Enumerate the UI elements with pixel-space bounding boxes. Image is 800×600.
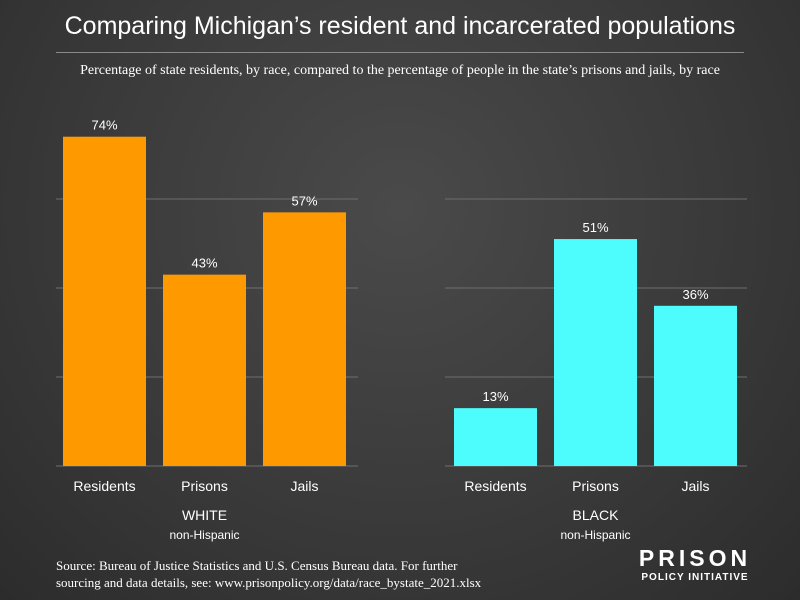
bar-black-jails xyxy=(654,305,737,466)
source-line-2: sourcing and data details, see: www.pris… xyxy=(56,575,482,590)
bar-black-prisons xyxy=(554,239,637,466)
bar-white-jails xyxy=(263,212,346,466)
value-label-black-jails: 36% xyxy=(682,287,708,302)
group-sublabel-black: non-Hispanic xyxy=(560,528,630,542)
value-label-white-residents: 74% xyxy=(91,118,117,133)
value-label-black-prisons: 51% xyxy=(582,220,608,235)
source-line-1: Source: Bureau of Justice Statistics and… xyxy=(56,558,458,573)
title-divider xyxy=(56,52,744,53)
group-sublabel-white: non-Hispanic xyxy=(169,528,239,542)
source-note: Source: Bureau of Justice Statistics and… xyxy=(56,557,616,591)
bar-black-residents xyxy=(454,408,537,466)
group-label-white: WHITE xyxy=(182,507,227,523)
category-label-white-jails: Jails xyxy=(290,478,318,494)
group-label-black: BLACK xyxy=(573,507,620,523)
bar-white-residents xyxy=(63,136,146,466)
chart-title: Comparing Michigan’s resident and incarc… xyxy=(64,12,736,40)
prison-policy-logo: PRISON POLICY INITIATIVE xyxy=(630,545,760,585)
category-label-black-residents: Residents xyxy=(464,478,526,494)
logo-main-text: PRISON xyxy=(638,545,752,571)
category-label-black-prisons: Prisons xyxy=(572,478,619,494)
value-label-white-jails: 57% xyxy=(291,193,317,208)
value-label-black-residents: 13% xyxy=(482,389,508,404)
category-label-black-jails: Jails xyxy=(681,478,709,494)
logo-sub-text: POLICY INITIATIVE xyxy=(641,572,749,583)
bar-white-prisons xyxy=(163,274,246,466)
category-label-white-prisons: Prisons xyxy=(181,478,228,494)
value-label-white-prisons: 43% xyxy=(191,256,217,271)
category-label-white-residents: Residents xyxy=(73,478,135,494)
chart-subtitle: Percentage of state residents, by race, … xyxy=(80,63,720,78)
